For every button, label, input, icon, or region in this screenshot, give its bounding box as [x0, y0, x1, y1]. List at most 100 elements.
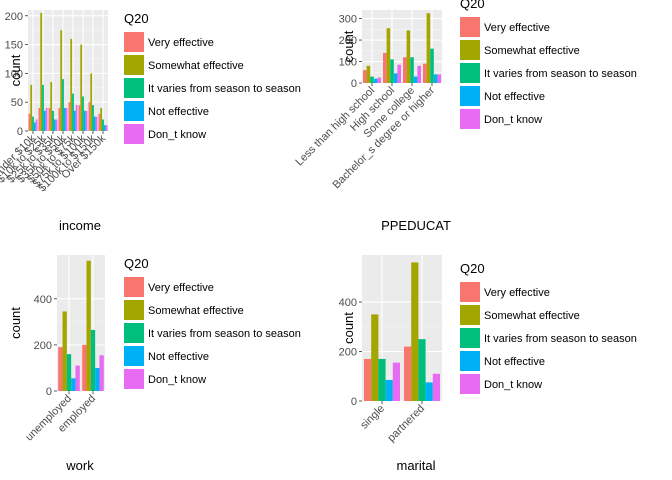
bar-50k-to-75k-somewhat-effective — [70, 38, 73, 131]
bar-unemployed-somewhat-effective — [62, 311, 67, 391]
bar-single-not-effective — [385, 379, 393, 401]
bar-partnered-it-varies-from-season-to-season — [418, 339, 426, 401]
x-axis-title: PPEDUCAT — [381, 218, 451, 233]
bar-35k-to-50k-not-effective — [63, 107, 66, 131]
legend-label-not-effective: Not effective — [148, 106, 209, 118]
bar-50k-to-75k-not-effective — [73, 110, 76, 131]
bar-some-college-it-varies-from-season-to-season — [410, 57, 414, 83]
legend-key-very-effective — [460, 282, 480, 302]
bar-75k-to-100k-very-effective — [78, 105, 81, 131]
legend-label-somewhat-effective: Somewhat effective — [148, 305, 244, 317]
legend-key-it-varies-from-season-to-season — [460, 63, 480, 83]
legend-label-it-varies-from-season-to-season: It varies from season to season — [148, 328, 301, 340]
bar-employed-very-effective — [82, 344, 87, 391]
bar-10k-to-25k-not-effective — [43, 110, 46, 131]
bar-75k-to-100k-somewhat-effective — [80, 44, 83, 132]
legend-key-it-varies-from-season-to-season — [124, 78, 144, 98]
bar-under-10k-not-effective — [33, 122, 36, 131]
legend-label-don-t-know: Don_t know — [484, 379, 542, 391]
legend-label-very-effective: Very effective — [148, 282, 214, 294]
y-tick-label: 200 — [5, 11, 23, 23]
bar-single-very-effective — [364, 358, 372, 401]
y-tick-label: 0 — [351, 78, 357, 90]
legend-key-not-effective — [124, 101, 144, 121]
bar-less-than-high-school-don-t-know — [377, 77, 381, 83]
legend-label-it-varies-from-season-to-season: It varies from season to season — [484, 333, 637, 345]
y-tick-label: 150 — [5, 40, 23, 52]
x-tick-label: single — [358, 403, 387, 432]
legend-key-very-effective — [460, 17, 480, 37]
bar-50k-to-75k-don-t-know — [75, 105, 78, 131]
bar-25k-to-35k-it-varies-from-season-to-season — [52, 110, 54, 131]
bar-35k-to-50k-it-varies-from-season-to-season — [62, 79, 64, 131]
legend-key-don-t-know — [124, 124, 144, 144]
legend-key-somewhat-effective — [460, 40, 480, 60]
legend-key-very-effective — [124, 277, 144, 297]
legend-label-somewhat-effective: Somewhat effective — [484, 45, 580, 57]
x-tick-label: partnered — [385, 403, 427, 445]
bar-over-150k-somewhat-effective — [100, 107, 103, 131]
legend-key-not-effective — [124, 346, 144, 366]
legend-label-don-t-know: Don_t know — [484, 114, 542, 126]
legend-label-not-effective: Not effective — [148, 351, 209, 363]
y-axis-title: count — [8, 54, 23, 86]
bar-bachelor-s-degree-or-higher-very-effective — [423, 63, 427, 83]
bar-under-10k-it-varies-from-season-to-season — [32, 116, 34, 131]
bar-under-10k-somewhat-effective — [30, 84, 33, 131]
bar-100k-to-150k-very-effective — [88, 102, 91, 131]
bar-partnered-not-effective — [425, 382, 433, 401]
y-tick-label: 400 — [339, 297, 357, 309]
legend-title: Q20 — [460, 261, 485, 276]
bar-50k-to-75k-it-varies-from-season-to-season — [72, 93, 74, 131]
bar-over-150k-it-varies-from-season-to-season — [102, 119, 104, 131]
chart-work: 0200400unemployedemployedcountworkQ20Ver… — [8, 255, 301, 473]
legend-key-not-effective — [460, 86, 480, 106]
x-axis-title: marital — [396, 458, 435, 473]
bar-unemployed-not-effective — [71, 378, 76, 391]
legend-key-don-t-know — [460, 109, 480, 129]
legend-key-somewhat-effective — [124, 55, 144, 75]
legend-label-somewhat-effective: Somewhat effective — [484, 310, 580, 322]
legend: Q20 Very effective Somewhat effective It va… — [124, 256, 301, 389]
legend-label-very-effective: Very effective — [148, 37, 214, 49]
y-tick-label: 300 — [339, 14, 357, 26]
bar-35k-to-50k-don-t-know — [65, 107, 68, 131]
bar-75k-to-100k-don-t-know — [85, 110, 88, 131]
y-tick-label: 50 — [11, 97, 23, 109]
bar-10k-to-25k-don-t-know — [45, 107, 48, 131]
bar-bachelor-s-degree-or-higher-not-effective — [433, 74, 438, 83]
legend-title: Q20 — [460, 0, 485, 11]
y-axis-title: count — [341, 30, 356, 62]
bar-over-150k-very-effective — [98, 113, 101, 131]
bar-employed-it-varies-from-season-to-season — [90, 329, 96, 391]
bar-high-school-somewhat-effective — [386, 28, 391, 83]
bar-35k-to-50k-very-effective — [58, 107, 61, 131]
legend-key-not-effective — [460, 351, 480, 371]
bar-100k-to-150k-it-varies-from-season-to-season — [92, 105, 94, 131]
bar-single-it-varies-from-season-to-season — [378, 358, 386, 401]
legend-key-don-t-know — [460, 374, 480, 394]
legend-label-somewhat-effective: Somewhat effective — [148, 60, 244, 72]
legend-label-it-varies-from-season-to-season: It varies from season to season — [484, 68, 637, 80]
y-tick-label: 100 — [339, 57, 357, 69]
legend-key-it-varies-from-season-to-season — [460, 328, 480, 348]
bar-less-than-high-school-very-effective — [363, 70, 367, 83]
y-tick-label: 200 — [339, 347, 357, 359]
x-axis-title: work — [65, 458, 94, 473]
y-tick-label: 200 — [339, 35, 357, 47]
bar-high-school-very-effective — [383, 52, 387, 83]
y-axis-title: count — [8, 307, 23, 339]
legend-label-don-t-know: Don_t know — [148, 374, 206, 386]
bar-75k-to-100k-it-varies-from-season-to-season — [82, 96, 84, 131]
bar-over-150k-not-effective — [103, 125, 106, 131]
bar-partnered-somewhat-effective — [411, 262, 419, 401]
bar-25k-to-35k-don-t-know — [55, 119, 58, 131]
bar-100k-to-150k-not-effective — [93, 116, 96, 131]
bar-bachelor-s-degree-or-higher-somewhat-effective — [426, 13, 431, 83]
legend-label-not-effective: Not effective — [484, 356, 545, 368]
y-tick-label: 0 — [17, 126, 23, 138]
bar-partnered-don-t-know — [432, 373, 440, 401]
